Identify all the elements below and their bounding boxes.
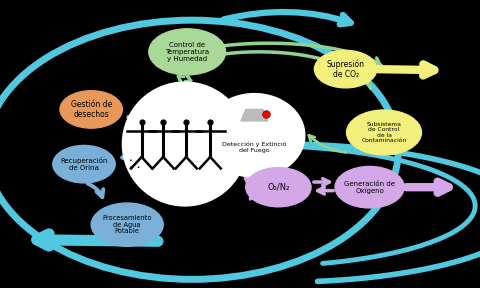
Text: Detección y Extinció
del Fuego: Detección y Extinció del Fuego xyxy=(222,141,287,153)
FancyArrowPatch shape xyxy=(318,187,333,194)
FancyArrowPatch shape xyxy=(237,160,245,168)
Circle shape xyxy=(53,145,115,183)
FancyArrowPatch shape xyxy=(87,183,103,197)
Text: Control de
Temperatura
y Humedad: Control de Temperatura y Humedad xyxy=(165,42,209,62)
FancyArrowPatch shape xyxy=(246,177,253,186)
Circle shape xyxy=(149,29,226,75)
Circle shape xyxy=(91,203,163,246)
Text: Subsistema
de Control
de la
Contaminación: Subsistema de Control de la Contaminació… xyxy=(361,122,407,143)
FancyArrowPatch shape xyxy=(314,179,329,185)
Circle shape xyxy=(60,91,122,128)
FancyArrowPatch shape xyxy=(406,182,449,193)
Text: Recuperación
de Orina: Recuperación de Orina xyxy=(60,157,108,171)
Polygon shape xyxy=(241,109,268,121)
Text: Supresión
de CO₂: Supresión de CO₂ xyxy=(326,59,365,79)
Circle shape xyxy=(314,50,377,88)
Circle shape xyxy=(347,110,421,155)
Text: Gestión de
desechos: Gestión de desechos xyxy=(71,100,112,119)
Ellipse shape xyxy=(122,82,247,206)
Text: O₂/N₂: O₂/N₂ xyxy=(267,183,289,192)
FancyArrowPatch shape xyxy=(129,115,151,124)
Text: •  •
•  •: • • • • xyxy=(129,158,140,170)
Text: Generación de
Oxígeno: Generación de Oxígeno xyxy=(344,181,395,194)
FancyArrowPatch shape xyxy=(378,64,434,75)
FancyArrowPatch shape xyxy=(178,76,184,82)
Text: Procesamiento
de Agua
Potable: Procesamiento de Agua Potable xyxy=(102,215,152,234)
Circle shape xyxy=(246,168,311,207)
FancyArrowPatch shape xyxy=(224,12,351,24)
Circle shape xyxy=(335,166,404,208)
FancyArrowPatch shape xyxy=(309,135,346,152)
FancyArrowPatch shape xyxy=(185,76,191,82)
Ellipse shape xyxy=(204,94,305,177)
FancyArrowPatch shape xyxy=(245,178,253,199)
FancyArrowPatch shape xyxy=(122,154,148,161)
